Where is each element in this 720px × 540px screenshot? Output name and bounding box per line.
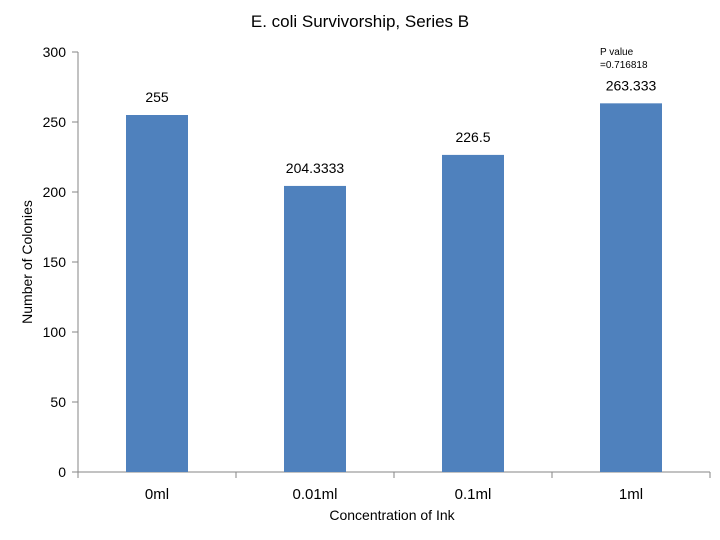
bar: [442, 154, 504, 472]
plot-area: 0 50 100 150 200 250 300 255 0ml 204.3333 0.01ml 22…: [43, 44, 711, 503]
x-tick-label: 0ml: [145, 486, 169, 503]
y-tick-label: 0: [58, 464, 66, 480]
chart-title: E. coli Survivorship, Series B: [251, 12, 469, 31]
data-label: 204.3333: [286, 160, 345, 176]
x-tick-label: 0.1ml: [455, 486, 492, 503]
bar: [600, 103, 662, 472]
x-tick-label: 0.01ml: [292, 486, 337, 503]
p-value-label: P value: [600, 47, 634, 58]
x-tick-label: 1ml: [619, 486, 643, 503]
data-label: 226.5: [455, 129, 490, 145]
y-tick-label: 150: [43, 254, 67, 270]
y-tick-label: 100: [43, 324, 67, 340]
data-label: 263.333: [606, 77, 657, 93]
y-tick-label: 50: [50, 394, 66, 410]
y-tick-label: 300: [43, 44, 67, 60]
y-tick-label: 200: [43, 184, 67, 200]
bar: [126, 115, 188, 472]
p-value-number: =0.716818: [600, 60, 648, 71]
data-label: 255: [145, 89, 169, 105]
bar: [284, 185, 346, 472]
y-tick-label: 250: [43, 114, 67, 130]
y-axis-title: Number of Colonies: [19, 200, 35, 324]
x-axis-title: Concentration of Ink: [329, 507, 455, 523]
